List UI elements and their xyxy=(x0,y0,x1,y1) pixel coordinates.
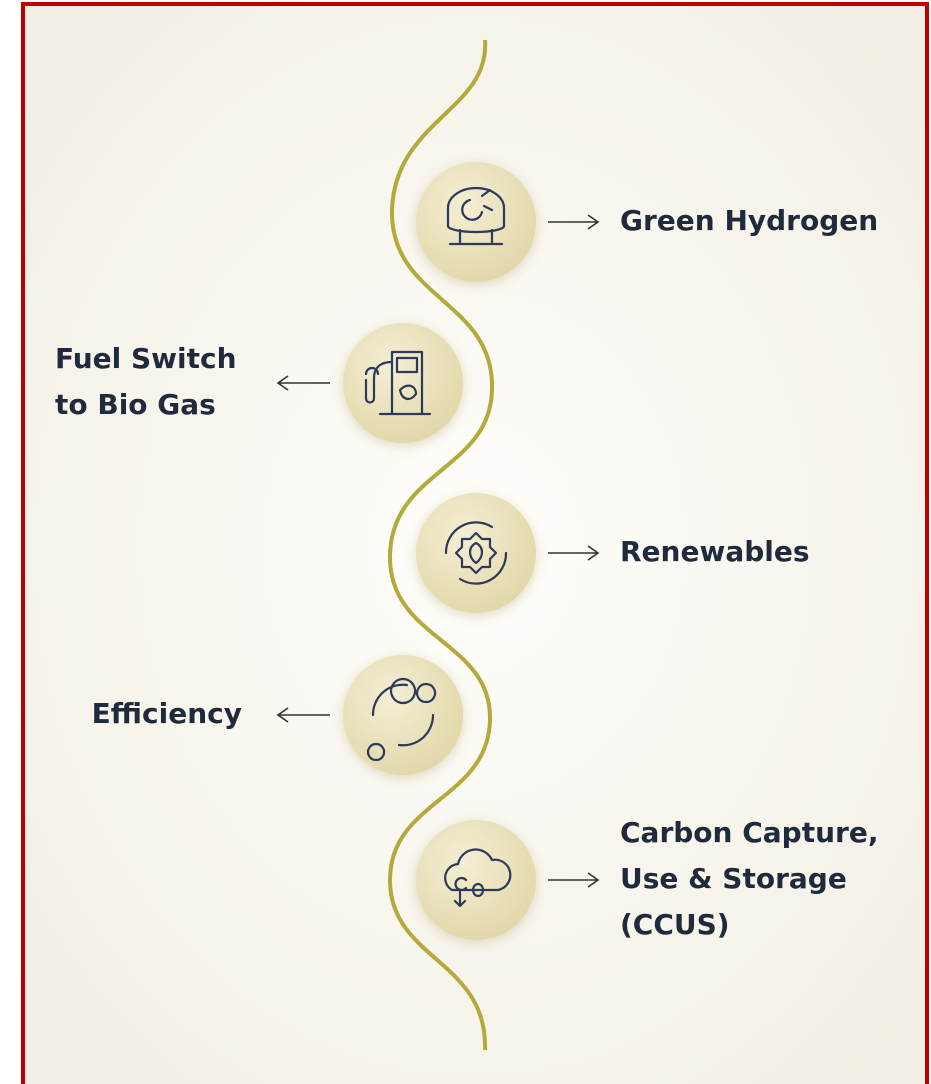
node-label: Fuel Switch xyxy=(55,342,237,375)
node-label: to Bio Gas xyxy=(55,388,216,421)
node-circle xyxy=(416,820,536,940)
node-circle xyxy=(343,323,463,443)
node: Green Hydrogen xyxy=(416,162,878,282)
node-icon xyxy=(367,677,437,762)
arrow xyxy=(548,545,600,561)
node: Renewables xyxy=(416,493,810,613)
node: Carbon Capture, Use & Storage (CCUS) xyxy=(416,816,878,941)
node-icon xyxy=(446,186,506,246)
node-icon xyxy=(444,848,512,908)
node-circle xyxy=(416,493,536,613)
node: Efficiency xyxy=(92,655,463,775)
arrow xyxy=(548,214,600,230)
node-label: Green Hydrogen xyxy=(620,204,878,237)
node-label: Efficiency xyxy=(92,697,242,730)
arrow xyxy=(276,707,330,723)
node-icon xyxy=(364,350,432,416)
arrow xyxy=(548,872,600,888)
node-label: (CCUS) xyxy=(620,908,730,941)
node: Fuel Switch to Bio Gas xyxy=(55,323,463,443)
node-label: Use & Storage xyxy=(620,862,847,895)
node-circle xyxy=(416,162,536,282)
node-label: Renewables xyxy=(620,535,810,568)
wave-line xyxy=(387,39,495,1051)
node-layer: Green Hydrogen Fuel Switch to Bio Gas Renew… xyxy=(55,162,878,941)
arrow xyxy=(276,375,330,391)
node-icon xyxy=(444,521,508,585)
node-label: Carbon Capture, xyxy=(620,816,878,849)
node-circle xyxy=(343,655,463,775)
